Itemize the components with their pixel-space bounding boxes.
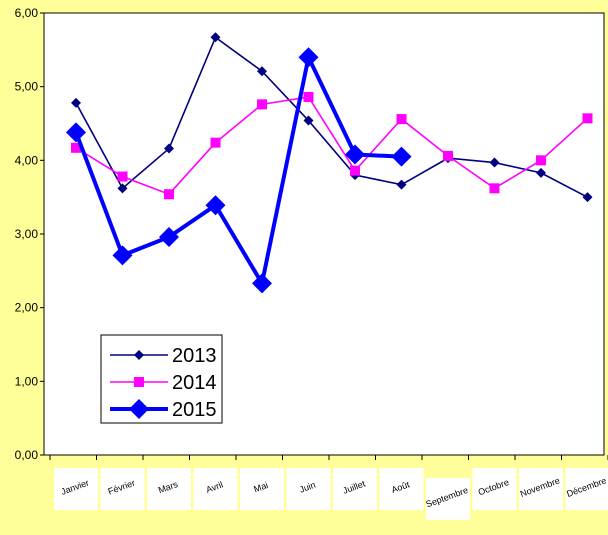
data-point xyxy=(129,399,149,419)
y-tick-label: 5,00 xyxy=(15,80,39,94)
data-point xyxy=(257,66,267,77)
x-tick-label-bg xyxy=(333,468,377,510)
data-point xyxy=(164,189,174,200)
x-tick-label-bg xyxy=(379,468,424,510)
data-point xyxy=(582,192,593,203)
data-point xyxy=(489,183,500,194)
y-tick-label: 0,00 xyxy=(15,448,39,462)
data-point xyxy=(303,91,314,102)
data-point xyxy=(298,47,319,68)
series-layer xyxy=(66,32,593,294)
data-point xyxy=(71,97,81,108)
data-point xyxy=(205,195,226,216)
y-tick-label: 2,00 xyxy=(15,301,39,315)
data-point xyxy=(391,146,412,167)
legend-label: 2013 xyxy=(172,345,217,367)
y-tick-label: 6,00 xyxy=(15,6,39,20)
y-tick-label: 4,00 xyxy=(15,153,39,167)
series-2015 xyxy=(66,47,412,294)
x-tick-label-bg xyxy=(193,468,238,510)
data-point xyxy=(536,167,546,178)
data-point xyxy=(350,165,360,176)
x-tick-label: Mai xyxy=(252,480,269,494)
data-point xyxy=(117,183,128,194)
data-point xyxy=(159,226,179,247)
y-axis: 0,00 1,00 2,00 3,00 4,00 5,00 6,00 xyxy=(15,6,44,462)
data-point xyxy=(252,273,272,294)
data-point xyxy=(303,115,314,126)
x-tick-label-bg xyxy=(519,468,563,510)
y-tick-label: 1,00 xyxy=(15,374,39,388)
series-line xyxy=(74,50,402,289)
data-point xyxy=(489,157,500,168)
x-tick-label-bg xyxy=(286,468,331,510)
data-point xyxy=(443,150,453,161)
x-tick-label-bg xyxy=(472,468,517,510)
x-axis: Janvier Février Mars Avril Mai Juin Juillet Aoû… xyxy=(49,455,608,520)
data-point xyxy=(582,113,593,124)
data-point xyxy=(66,122,86,143)
x-tick-label-bg xyxy=(100,468,145,510)
series-line xyxy=(75,96,589,196)
data-point xyxy=(210,137,221,148)
data-point xyxy=(210,32,221,43)
data-point xyxy=(112,245,133,266)
data-point xyxy=(536,155,546,166)
series-2014 xyxy=(71,91,593,200)
y-tick-label: 3,00 xyxy=(15,227,39,241)
x-tick-label-bg xyxy=(240,468,284,510)
data-point xyxy=(164,143,174,154)
data-point xyxy=(71,142,81,153)
x-tick-label-bg xyxy=(147,468,191,510)
x-tick-label-bg xyxy=(54,468,98,510)
x-tick-label-bg xyxy=(565,468,608,510)
x-tick-label-bg xyxy=(426,478,470,520)
data-point xyxy=(345,144,365,165)
data-point xyxy=(134,377,144,387)
legend-label: 2015 xyxy=(172,399,217,421)
data-point xyxy=(257,99,267,110)
series-line xyxy=(75,36,588,198)
data-point xyxy=(134,350,144,360)
data-point xyxy=(396,179,407,190)
data-point xyxy=(117,171,128,182)
data-point xyxy=(396,114,407,125)
legend-label: 2014 xyxy=(172,372,217,394)
legend: 2013 2014 2015 xyxy=(100,334,223,424)
